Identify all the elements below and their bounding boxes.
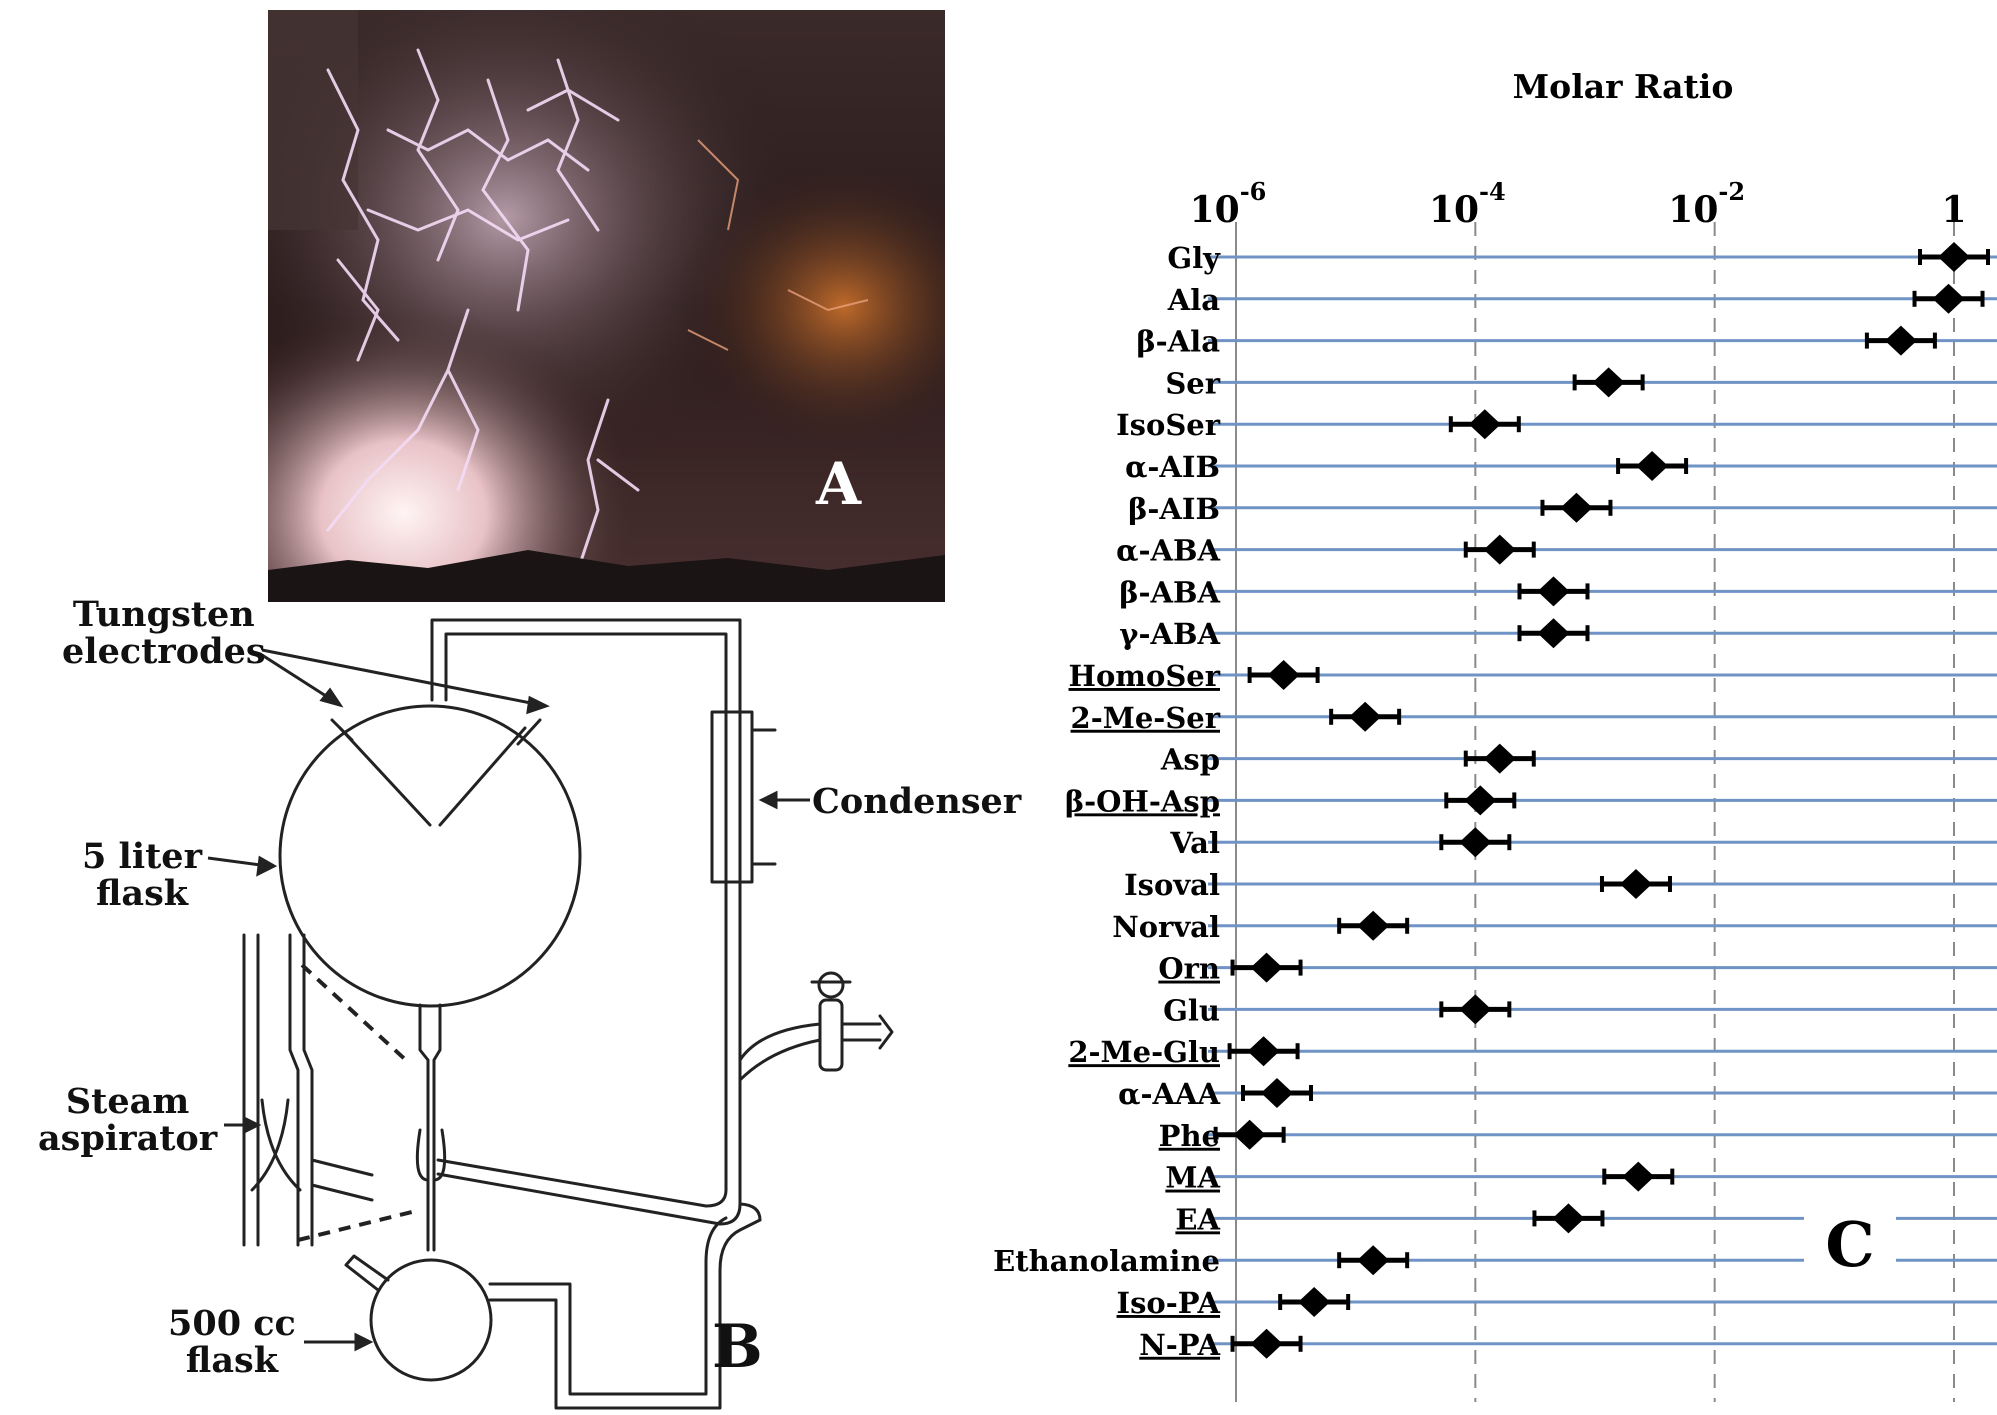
data-point <box>1560 492 1593 523</box>
data-point <box>1250 1328 1283 1359</box>
data-point <box>1552 1203 1585 1234</box>
data-point <box>1932 283 1965 314</box>
data-point <box>1537 576 1570 607</box>
condenser <box>710 710 754 884</box>
category-label: β-AIB <box>1128 492 1220 526</box>
data-point <box>1636 451 1669 481</box>
category-label: HomoSer <box>1069 659 1221 693</box>
category-label: 2-Me-Glu <box>1068 1035 1220 1069</box>
data-point <box>1884 325 1917 356</box>
five-liter-flask <box>278 704 582 1008</box>
horizontal-gridlines <box>1208 255 1997 1346</box>
category-label: β-OH-Asp <box>1065 784 1220 818</box>
data-point <box>1592 367 1625 398</box>
category-label: Isoval <box>1124 868 1220 902</box>
chart-title: Molar Ratio <box>1513 67 1734 106</box>
x-tick-labels: 10-6 10-4 10-2 1 <box>1190 177 1967 231</box>
category-label: γ-ABA <box>1119 617 1220 651</box>
bottom-tube <box>488 1218 762 1410</box>
category-label: α-AIB <box>1125 450 1220 484</box>
category-label: Orn <box>1158 952 1220 986</box>
data-point <box>1233 1119 1266 1150</box>
data-point <box>1619 869 1652 899</box>
data-point <box>1267 660 1300 690</box>
category-label: IsoSer <box>1116 408 1221 442</box>
flask500-label: 500 cc flask <box>168 1303 296 1381</box>
electrode-right <box>438 726 527 827</box>
data-point <box>1483 743 1516 774</box>
panel-c-label-box: C <box>1804 1196 1896 1284</box>
data-point <box>1247 1036 1280 1067</box>
data-point <box>1250 952 1283 983</box>
stopcock <box>818 998 844 1072</box>
category-label: α-AAA <box>1118 1077 1220 1111</box>
panel-label-a: A <box>816 450 862 518</box>
data-markers <box>1213 242 1990 1359</box>
category-labels: Gly Ala β-Ala Ser IsoSer α-AIB β-AIB α-ABA β-ABA… <box>993 241 1221 1362</box>
tungsten-label: Tungsten electrodes <box>62 594 266 672</box>
category-label: Glu <box>1163 993 1220 1027</box>
category-label: β-ABA <box>1119 575 1220 609</box>
data-point <box>1622 1161 1655 1192</box>
data-point <box>1468 409 1501 440</box>
steam-aspirator-label: Steam aspirator <box>38 1081 218 1159</box>
category-label: Iso-PA <box>1117 1286 1221 1320</box>
category-label: β-Ala <box>1136 325 1220 359</box>
lightning-photo: A <box>268 10 945 602</box>
category-label: Norval <box>1112 910 1220 944</box>
data-point <box>1459 994 1492 1025</box>
data-point <box>1464 785 1497 816</box>
data-point <box>1483 534 1516 565</box>
category-label: 2-Me-Ser <box>1071 701 1221 735</box>
data-point <box>1260 1078 1293 1108</box>
category-label: Val <box>1169 826 1220 860</box>
data-point <box>1459 827 1492 858</box>
x-tick-label: 10-2 <box>1668 177 1745 231</box>
data-point <box>1298 1287 1331 1317</box>
category-label: α-ABA <box>1116 534 1220 568</box>
category-label: Gly <box>1167 241 1221 275</box>
category-label: Phe <box>1159 1119 1220 1153</box>
data-point <box>1349 701 1382 732</box>
apparatus-diagram <box>207 618 894 1410</box>
x-tick-label: 10-6 <box>1190 177 1267 231</box>
data-point <box>1357 910 1390 941</box>
category-label: Ser <box>1165 366 1220 400</box>
category-label: MA <box>1165 1161 1220 1195</box>
data-point <box>1537 618 1570 649</box>
category-label: Asp <box>1160 743 1220 777</box>
electrode-left <box>338 726 432 827</box>
top-tube-inner <box>444 632 728 1192</box>
panel-label-b: B <box>712 1312 763 1382</box>
x-tick-label: 10-4 <box>1429 177 1506 231</box>
condenser-label: Condenser <box>812 781 1022 822</box>
category-label: EA <box>1175 1202 1220 1236</box>
data-point <box>1938 242 1970 272</box>
top-tube <box>430 618 742 1206</box>
panel-c-label-bg <box>1804 1196 1896 1284</box>
category-label: Ala <box>1167 283 1221 317</box>
category-label: Ethanolamine <box>993 1244 1220 1278</box>
x-tick-label: 1 <box>1941 189 1966 231</box>
panel-label-c: C <box>1825 1208 1874 1281</box>
category-label: N-PA <box>1139 1328 1220 1362</box>
five-hundred-cc-flask <box>369 1258 493 1382</box>
flask5-label: 5 liter flask <box>82 836 203 914</box>
lightning-photo-image <box>268 10 945 602</box>
data-point <box>1357 1245 1390 1276</box>
